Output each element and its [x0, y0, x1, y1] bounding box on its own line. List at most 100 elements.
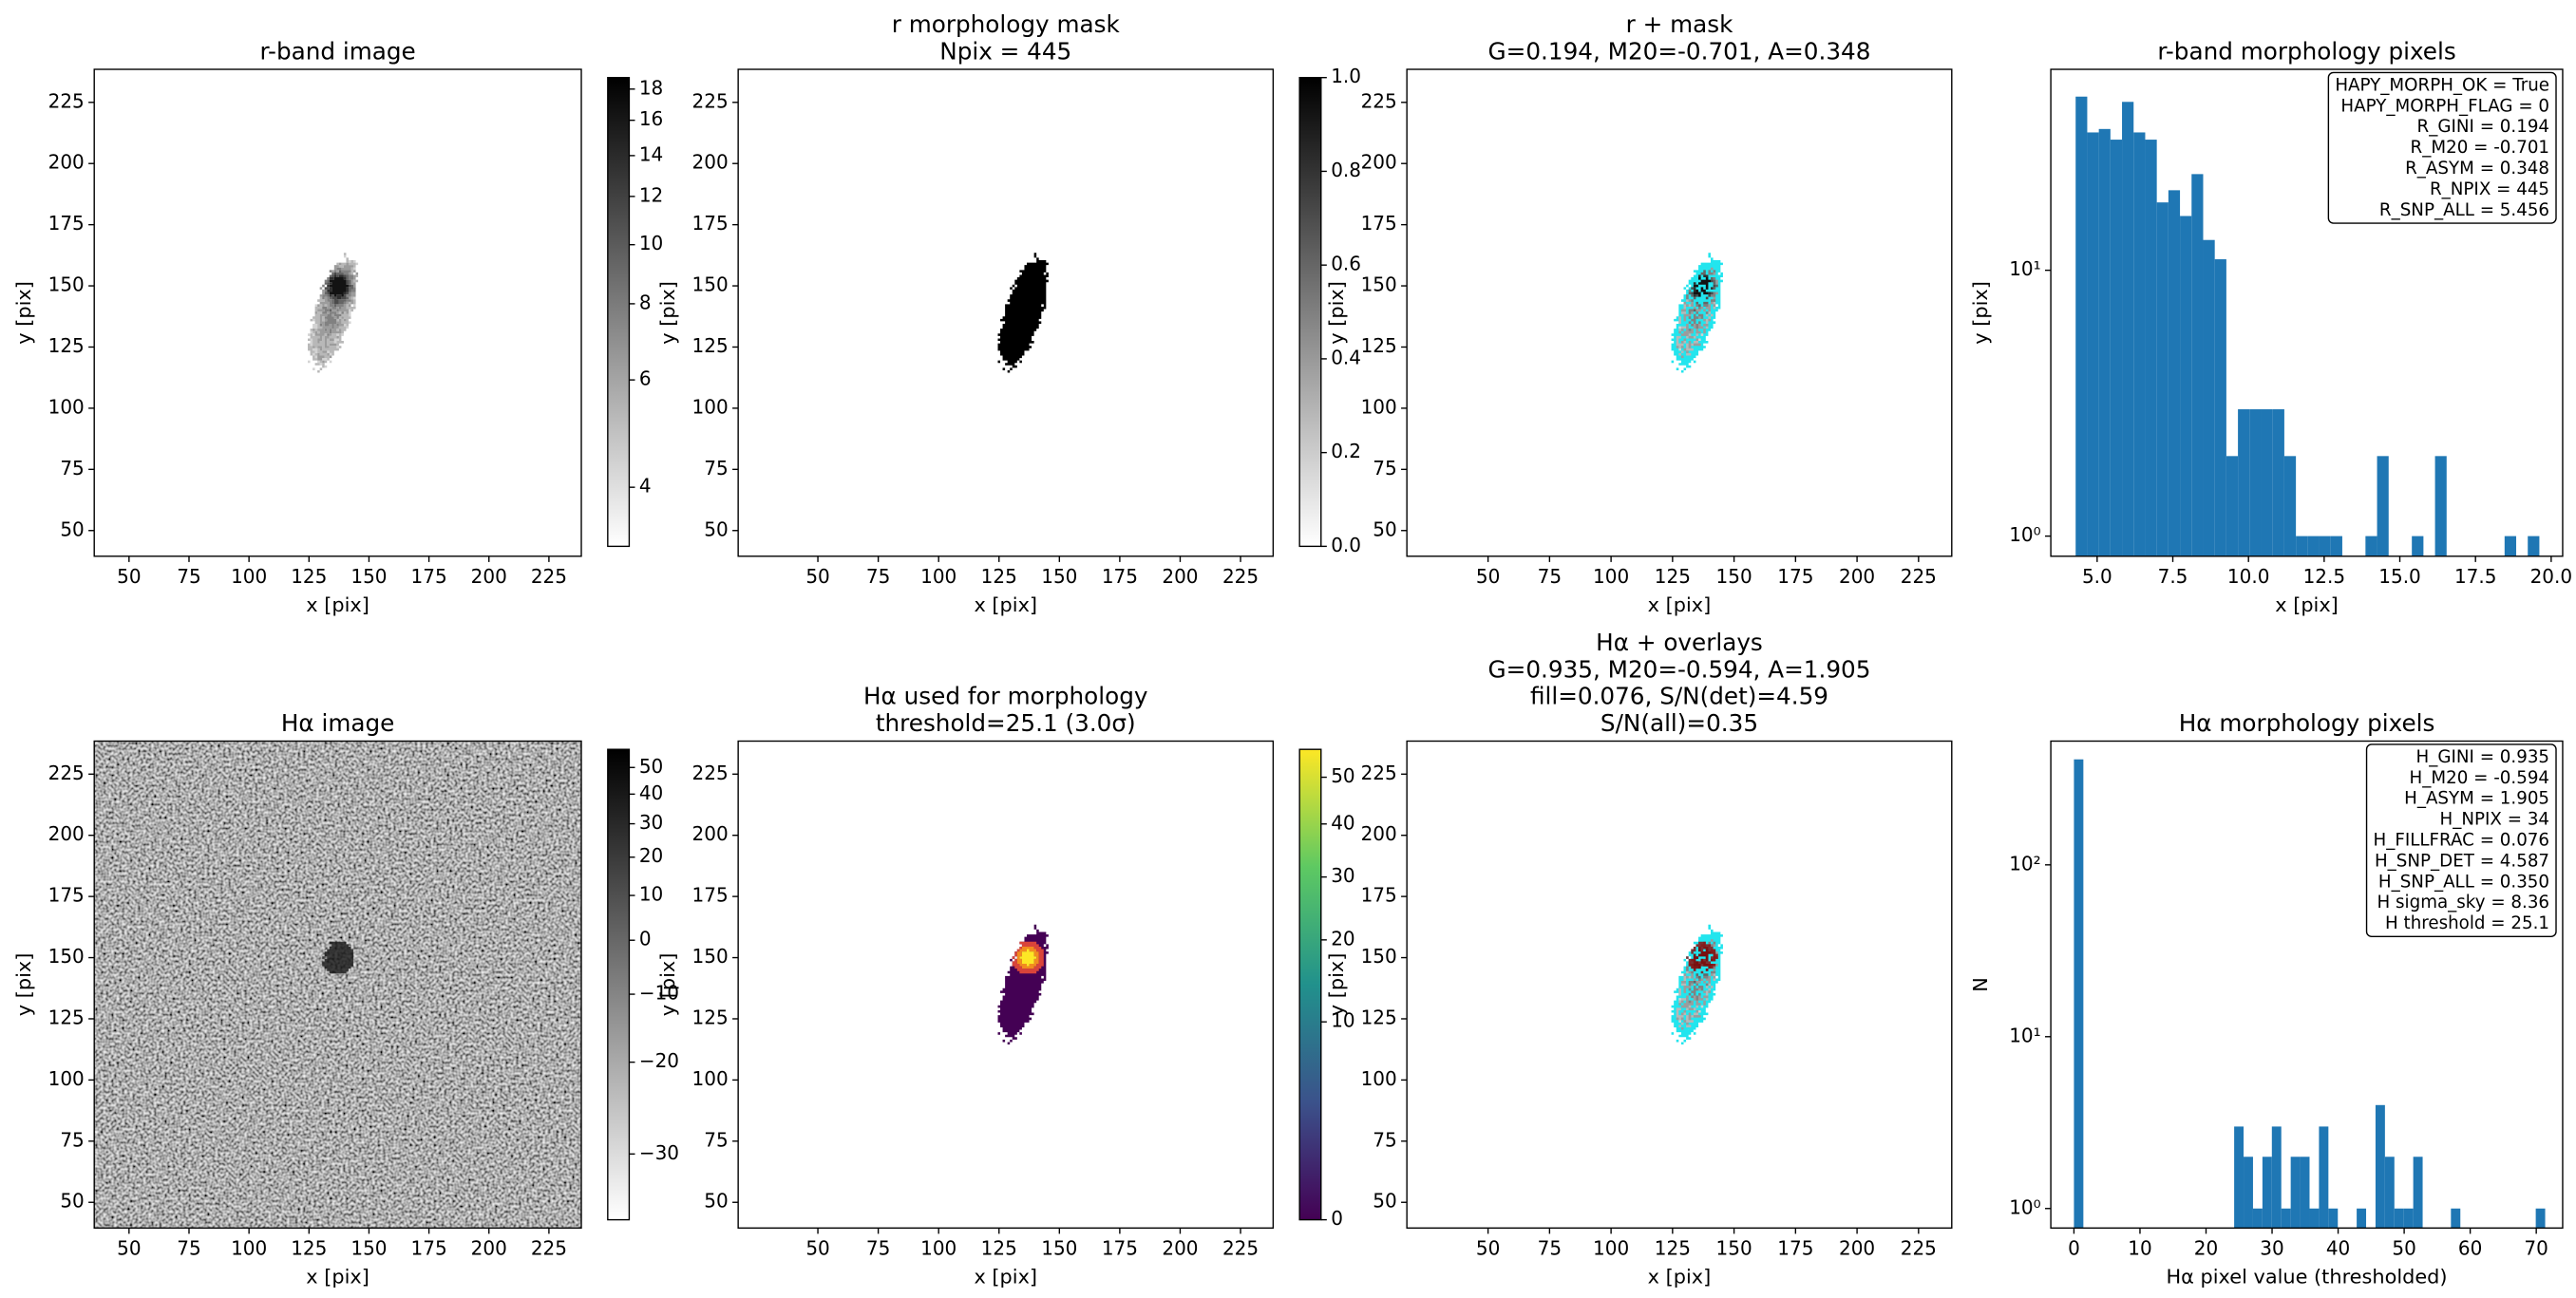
- y-tick-label: 10²: [2009, 852, 2040, 875]
- histogram-bar: [2074, 759, 2084, 1229]
- x-tick-label: 20.0: [2530, 565, 2573, 588]
- colorbar-tick-label: 40: [639, 781, 663, 804]
- y-tick-label: 10¹: [2009, 257, 2040, 280]
- y-tick-label: 200: [1361, 151, 1397, 174]
- y-tick-label: 175: [1361, 212, 1397, 235]
- panel-title: G=0.935, M20=-0.594, A=1.905: [1488, 655, 1871, 683]
- histogram-bar: [2451, 1208, 2461, 1229]
- y-tick-label: 175: [1361, 884, 1397, 907]
- histogram-bar: [2394, 1208, 2404, 1229]
- y-tick-label: 50: [704, 1190, 728, 1213]
- y-tick-label: 125: [1361, 1006, 1397, 1028]
- x-tick-label: 175: [411, 1236, 447, 1259]
- y-tick-label: 50: [1373, 1190, 1396, 1213]
- histogram-bar: [2271, 1126, 2282, 1229]
- y-tick-label: 75: [1373, 1128, 1396, 1151]
- image-pixels: [1688, 941, 1718, 984]
- image-pixels: [308, 253, 359, 373]
- histogram-bar: [2309, 1208, 2320, 1229]
- histogram-bar: [2319, 536, 2331, 556]
- colorbar-tick-label: 10: [639, 883, 663, 906]
- x-tick-label: 225: [1901, 565, 1937, 588]
- x-axis-label: x [pix]: [2275, 593, 2339, 616]
- colorbar: [607, 77, 631, 548]
- histogram-bar: [2261, 409, 2273, 556]
- image: [997, 924, 1049, 1045]
- y-tick-label: 50: [60, 517, 84, 540]
- panel-title: r-band morphology pixels: [2157, 38, 2455, 66]
- x-tick-label: 30: [2260, 1236, 2283, 1259]
- image-pixels: [1676, 970, 1716, 1027]
- stats-line: R_SNP_ALL = 5.456: [2379, 200, 2549, 220]
- colorbar-tick-label: 20: [639, 844, 663, 867]
- stats-box: [2365, 743, 2557, 938]
- x-tick-label: 150: [1041, 565, 1077, 588]
- y-axis-label: y [pix]: [12, 281, 35, 345]
- y-tick-label: 200: [1361, 822, 1397, 845]
- y-tick-label: 175: [692, 212, 729, 235]
- panel-title: Hα + overlays: [1596, 629, 1763, 656]
- x-tick-label: 75: [177, 565, 200, 588]
- image: [1671, 924, 1723, 1045]
- colorbar-tick-label: 30: [639, 811, 663, 834]
- x-tick-label: 75: [1538, 565, 1562, 588]
- x-tick-label: 125: [291, 1236, 327, 1259]
- stats-line: H_GINI = 0.935: [2416, 747, 2550, 767]
- y-tick-label: 225: [48, 89, 85, 112]
- y-tick-label: 225: [1361, 762, 1397, 784]
- y-tick-label: 10⁰: [2009, 523, 2040, 546]
- x-tick-label: 5.0: [2082, 565, 2112, 588]
- y-axis-label: y [pix]: [1969, 281, 1992, 345]
- x-tick-label: 50: [117, 1236, 141, 1259]
- x-tick-label: 200: [1839, 1236, 1875, 1259]
- colorbar-tick-label: 20: [1331, 927, 1354, 950]
- histogram-bar: [2203, 239, 2215, 556]
- y-tick-label: 200: [48, 822, 85, 845]
- histogram-bar: [2357, 1208, 2367, 1229]
- histogram-bar: [2133, 132, 2146, 556]
- x-tick-label: 10.0: [2227, 565, 2270, 588]
- colorbar-tick-label: 0: [1331, 1207, 1343, 1230]
- y-tick-label: 125: [1361, 334, 1397, 357]
- histogram-bar: [2214, 259, 2226, 556]
- x-tick-label: 75: [866, 1236, 890, 1259]
- colorbar-tick-label: 0.8: [1331, 159, 1361, 181]
- x-tick-label: 175: [1102, 1236, 1138, 1259]
- histogram-bar: [2098, 128, 2111, 556]
- histogram-bar: [2249, 409, 2262, 556]
- colorbar: [607, 748, 631, 1221]
- x-tick-label: 200: [1162, 565, 1198, 588]
- colorbar-tick-label: 1.0: [1331, 65, 1361, 87]
- x-tick-label: 100: [920, 565, 957, 588]
- histogram-bar: [2110, 140, 2123, 556]
- y-axis-label: N: [1969, 977, 1992, 992]
- histogram-bar: [2262, 1157, 2272, 1229]
- histogram-bar: [2365, 536, 2377, 556]
- histogram-bar: [2290, 1157, 2301, 1229]
- x-tick-label: 100: [1593, 1236, 1629, 1259]
- x-axis-label: x [pix]: [1648, 1265, 1712, 1288]
- y-tick-label: 125: [692, 1006, 729, 1028]
- noise-image: [94, 741, 582, 1229]
- histogram-bar: [2330, 536, 2342, 556]
- x-axis-label: x [pix]: [306, 593, 369, 616]
- x-tick-label: 125: [981, 565, 1017, 588]
- panel-title: Hα image: [281, 709, 395, 737]
- histogram-bar: [2180, 216, 2192, 556]
- y-tick-label: 175: [48, 212, 85, 235]
- histogram-bar: [2168, 190, 2181, 556]
- y-tick-label: 150: [1361, 945, 1397, 968]
- colorbar-tick-label: 40: [1331, 811, 1354, 834]
- x-tick-label: 150: [1716, 565, 1752, 588]
- axes-frame: [2050, 68, 2564, 557]
- y-tick-label: 225: [692, 89, 729, 112]
- y-tick-label: 10⁰: [2009, 1195, 2040, 1218]
- histogram-bar: [2283, 456, 2297, 556]
- y-tick-label: 10¹: [2009, 1024, 2040, 1046]
- stats-line: H_FILLFRAC = 0.076: [2373, 830, 2549, 850]
- image-pixels: [319, 267, 356, 336]
- y-tick-label: 100: [692, 395, 729, 418]
- histogram-bar: [2328, 1208, 2339, 1229]
- colorbar-tick-label: 30: [1331, 864, 1354, 887]
- histogram-bar: [2412, 536, 2424, 556]
